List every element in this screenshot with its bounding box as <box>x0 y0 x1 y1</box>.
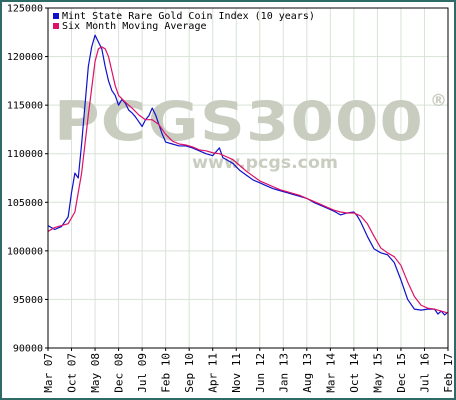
x-tick-label: Apr 11 <box>207 353 220 393</box>
y-tick-label: 90000 <box>13 344 43 355</box>
watermark-registered-mark: ® <box>430 91 447 111</box>
series-line-0 <box>47 34 449 316</box>
y-tick-label: 120000 <box>7 52 43 63</box>
legend-swatch-0 <box>53 13 59 19</box>
watermark-text: PCGS3000 <box>54 90 424 153</box>
x-tick-label: May 15 <box>371 353 384 393</box>
y-tick-label: 115000 <box>7 101 43 112</box>
x-tick-label: Feb 17 <box>442 353 454 393</box>
x-tick-label: Jul 16 <box>418 353 431 393</box>
x-tick-label: Aug 13 <box>301 353 314 393</box>
y-tick-label: 95000 <box>13 295 43 306</box>
x-tick-label: Dec 08 <box>113 353 126 393</box>
legend-swatch-1 <box>53 23 59 29</box>
x-tick-label: Mar 14 <box>324 353 337 393</box>
plot-border <box>47 7 449 349</box>
grid-lines <box>47 7 449 349</box>
series-line-1 <box>47 46 449 314</box>
x-tick-label: Feb 10 <box>160 353 173 393</box>
y-tick-label: 100000 <box>7 246 43 257</box>
x-tick-label: Dec 15 <box>395 353 408 393</box>
x-tick-labels: Mar 07 Oct 07 May 08 Dec 08 Jul 09 Feb 10 Sep … <box>42 353 454 393</box>
series-lines <box>47 34 449 316</box>
x-tick-label: Jul 09 <box>136 353 149 393</box>
legend-label-0: Mint State Rare Gold Coin Index (10 year… <box>62 11 315 22</box>
watermark-url: www.pcgs.com <box>192 153 338 173</box>
x-tick-label: Mar 07 <box>42 353 55 393</box>
watermark: PCGS3000 ® www.pcgs.com <box>54 90 447 173</box>
x-tick-label: Jan 13 <box>277 353 290 393</box>
y-tick-labels: 90000 95000 100000 105000 110000 115000 120000… <box>7 4 43 355</box>
y-tick-label: 125000 <box>7 4 43 15</box>
x-tick-label: May 08 <box>89 353 102 393</box>
x-tick-label: Jun 12 <box>254 353 267 393</box>
y-tick-label: 110000 <box>7 149 43 160</box>
x-tick-label: Sep 10 <box>183 353 196 393</box>
plot-area <box>48 8 448 348</box>
x-tick-label: Oct 07 <box>66 353 79 393</box>
y-tick-label: 105000 <box>7 198 43 209</box>
legend-label-1: Six Month Moving Average <box>62 21 207 32</box>
x-tick-label: Oct 14 <box>348 353 361 393</box>
x-tick-label: Nov 11 <box>230 353 243 393</box>
legend: Mint State Rare Gold Coin Index (10 year… <box>53 11 315 32</box>
axes <box>45 7 449 351</box>
